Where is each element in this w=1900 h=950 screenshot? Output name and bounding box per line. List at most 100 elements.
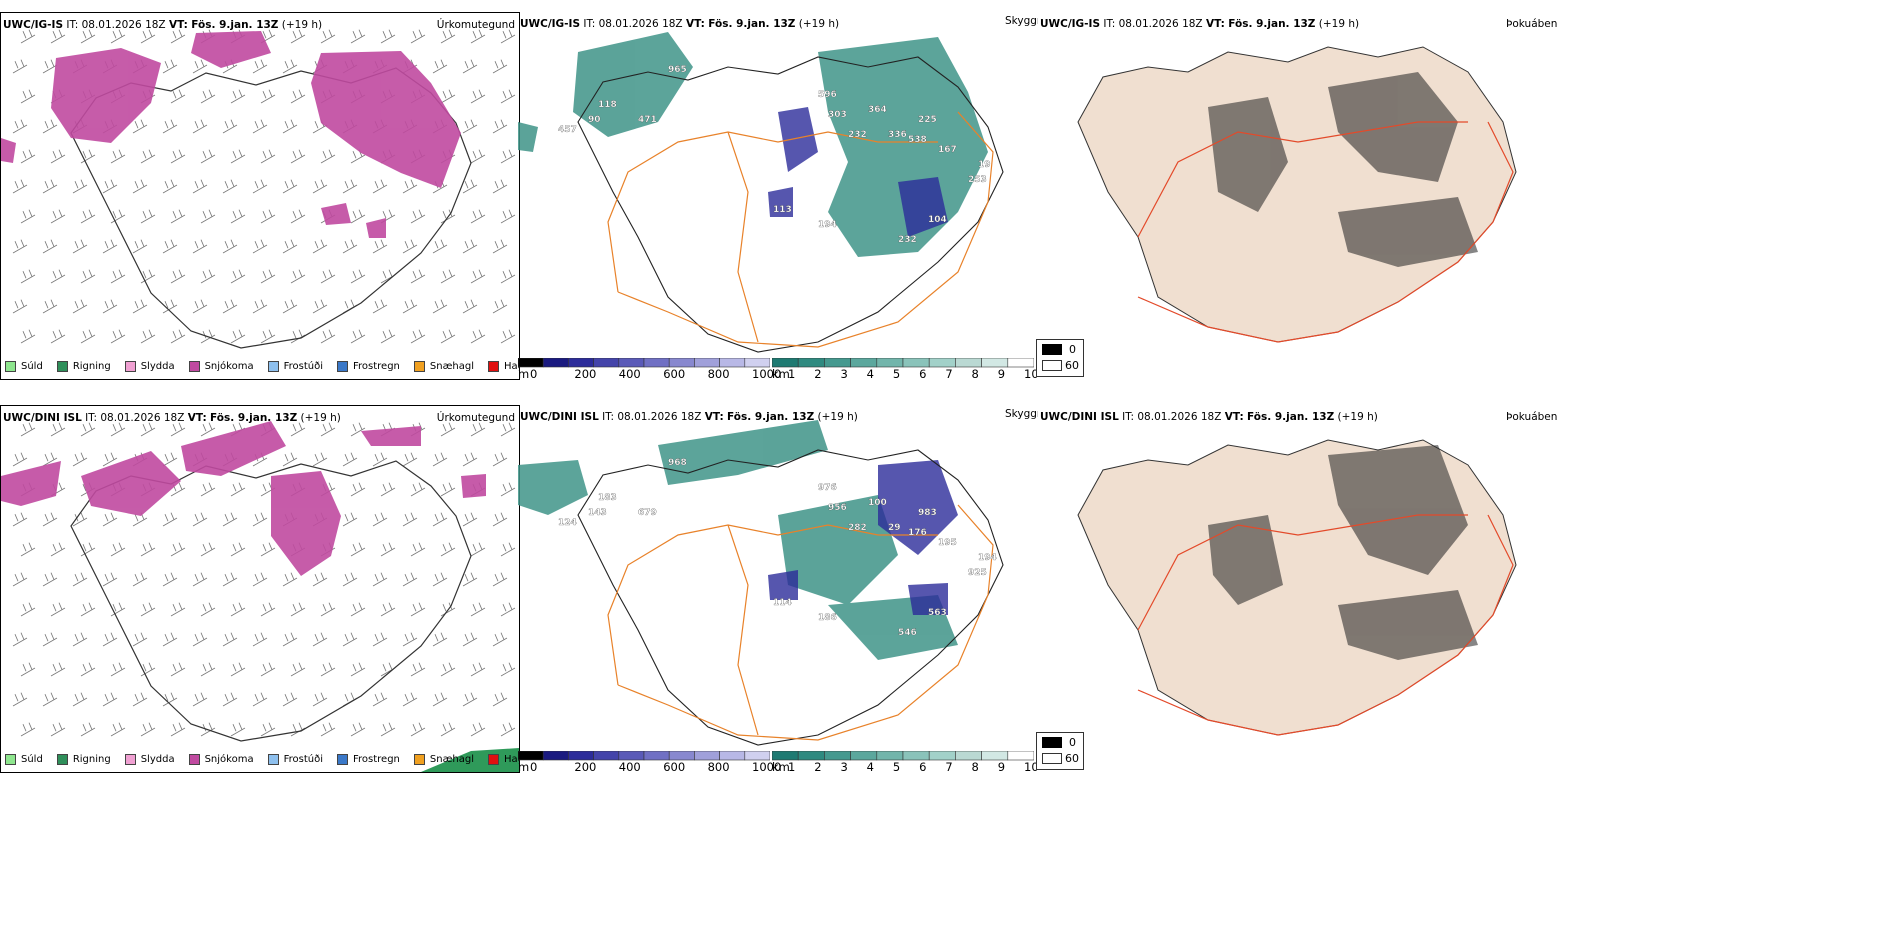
visibility-unit-1: km [772, 367, 790, 381]
ceiling-value-label: 968 [668, 458, 687, 468]
wind-barb [252, 119, 268, 134]
ceiling-value-label: 104 [928, 215, 947, 225]
wind-barb [462, 632, 478, 647]
wind-barb [110, 149, 126, 164]
colorbar-swatch [955, 357, 982, 368]
wind-barb [12, 572, 28, 587]
wind-barb [432, 512, 448, 527]
wind-barb [200, 209, 216, 224]
wind-barb [252, 632, 268, 647]
legend-label: Frostregn [353, 753, 400, 765]
wind-barb [312, 572, 328, 587]
wind-barb [320, 329, 336, 344]
wind-barb [42, 512, 58, 527]
wind-barb [342, 512, 358, 527]
wind-barb [162, 179, 178, 194]
roads-1 [607, 111, 994, 348]
fog-legend-bottom-2: 60 [1065, 752, 1079, 765]
wind-barb [492, 572, 508, 587]
wind-barb [260, 542, 276, 557]
colorbar-tick: 600 [663, 367, 686, 381]
colorbar-swatch [797, 750, 825, 761]
wind-barb [282, 632, 298, 647]
wind-barb [230, 602, 246, 617]
wind-barb [110, 209, 126, 224]
wind-barb [72, 239, 88, 254]
wind-barb [42, 452, 58, 467]
wind-barb [80, 662, 96, 677]
wind-barb [492, 119, 508, 134]
wind-barb [500, 89, 516, 104]
wind-barb [20, 722, 36, 737]
colorbar-swatch [955, 750, 982, 761]
wind-barb [222, 179, 238, 194]
fog-areas-2 [1208, 445, 1478, 660]
colorbar-swatch [902, 357, 930, 368]
wind-barb [230, 662, 246, 677]
colorbar-swatch [593, 357, 620, 368]
wind-barb [230, 89, 246, 104]
colorbar-swatch [797, 357, 825, 368]
wind-barb [290, 29, 306, 44]
wind-barb [440, 662, 456, 677]
wind-barb [320, 29, 336, 44]
ceiling-value-label: 983 [918, 508, 937, 518]
wind-barb [20, 29, 36, 44]
wind-barb [170, 29, 186, 44]
wind-barb [140, 722, 156, 737]
wind-barb [170, 89, 186, 104]
wind-barb [192, 119, 208, 134]
ceiling-value-label: 282 [848, 523, 867, 533]
wind-barb [402, 452, 418, 467]
wind-barb [410, 329, 426, 344]
wind-barb [140, 602, 156, 617]
fog-panel-name-2: Þokuábendi [1506, 411, 1558, 423]
wind-barb [492, 692, 508, 707]
wind-barb [320, 602, 336, 617]
ceiling-value-label: 956 [828, 503, 847, 513]
colorbar-swatch [517, 750, 544, 761]
wind-barb [12, 119, 28, 134]
wind-barb [230, 542, 246, 557]
wind-barb [132, 239, 148, 254]
ceiling-value-label: 253 [968, 175, 987, 185]
wind-barb [350, 329, 366, 344]
wind-barb [102, 239, 118, 254]
wind-barb [402, 512, 418, 527]
legend-item: Frostregn [337, 753, 400, 765]
legend-item: Súld [5, 360, 43, 372]
wind-barb [252, 572, 268, 587]
vis-areas-2 [518, 420, 958, 660]
fog-roads-1 [1137, 121, 1514, 343]
colorbar-tick: 800 [707, 760, 730, 774]
wind-barb [12, 632, 28, 647]
wind-barb [170, 209, 186, 224]
wind-barb [200, 602, 216, 617]
ceiling-value-label: 232 [848, 130, 867, 140]
wind-barb [462, 119, 478, 134]
wind-barb [500, 602, 516, 617]
wind-barb [20, 209, 36, 224]
wind-barb [350, 209, 366, 224]
wind-barb [162, 119, 178, 134]
wind-barb [102, 512, 118, 527]
colorbar-swatch [568, 357, 594, 368]
ceiling-value-label: 118 [598, 100, 617, 110]
wind-barb [102, 632, 118, 647]
legend-label: Haglél [504, 753, 519, 765]
visibility-colorbar-1: km 1 2 3 4 5 6 7 8 9 10 [771, 357, 1039, 381]
wind-barb [432, 452, 448, 467]
colorbar-swatch [593, 750, 620, 761]
wind-barb [260, 89, 276, 104]
wind-barb [252, 299, 268, 314]
wind-barbs-2 [12, 422, 516, 737]
legend-swatch [124, 753, 136, 765]
wind-barb [462, 692, 478, 707]
wind-barb [162, 59, 178, 74]
wind-barb [402, 239, 418, 254]
wind-barb [350, 422, 366, 437]
ceiling-value-label: 596 [818, 90, 837, 100]
colorbar-swatch [981, 357, 1009, 368]
wind-barb [222, 692, 238, 707]
wind-barb [162, 632, 178, 647]
